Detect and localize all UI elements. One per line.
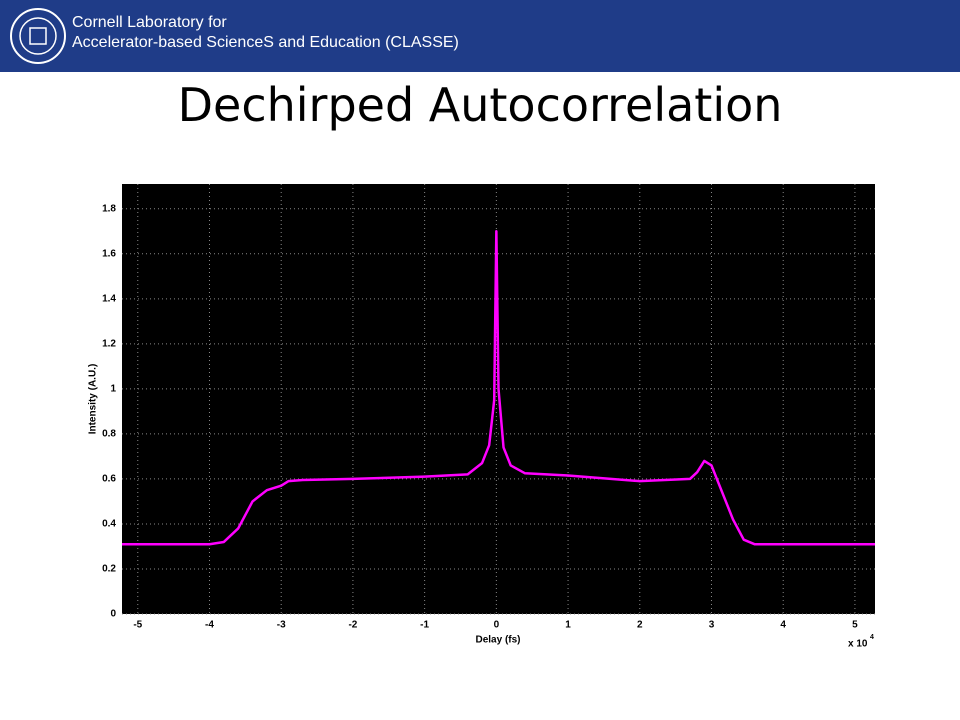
x-multiplier-exponent: 4	[870, 634, 874, 641]
x-tick-label: 4	[780, 620, 786, 631]
x-tick-label: 2	[637, 620, 643, 631]
x-tick-label: -5	[133, 620, 142, 631]
x-multiplier: x 10	[848, 639, 868, 650]
header-band: Cornell Laboratory for Accelerator-based…	[0, 0, 960, 72]
y-tick-label: 0.2	[102, 564, 116, 575]
y-tick-label: 1.6	[102, 248, 116, 259]
data-line	[122, 230, 875, 546]
y-tick-label: 1.8	[102, 203, 116, 214]
y-tick-label: 1	[110, 384, 116, 395]
x-axis-label: Delay (fs)	[475, 635, 520, 646]
y-tick-label: 0.8	[102, 429, 116, 440]
x-tick-label: -1	[420, 620, 429, 631]
org-line: Accelerator-based ScienceS and Education…	[72, 34, 459, 51]
y-tick-label: 1.2	[102, 338, 116, 349]
slide-title: Dechirped Autocorrelation	[177, 78, 783, 132]
y-axis-label: Intensity (A.U.)	[88, 364, 99, 435]
x-tick-label: -2	[348, 620, 357, 631]
x-tick-label: 5	[852, 620, 858, 631]
x-tick-label: -3	[277, 620, 286, 631]
y-tick-label: 0.6	[102, 474, 116, 485]
x-tick-label: -4	[205, 620, 214, 631]
y-tick-label: 0.4	[102, 519, 116, 530]
x-tick-label: 3	[709, 620, 715, 631]
y-tick-label: 1.4	[102, 293, 116, 304]
x-tick-label: 1	[565, 620, 571, 631]
logo	[10, 8, 66, 64]
y-tick-label: 0	[110, 609, 116, 620]
org-line: Cornell Laboratory for	[72, 14, 227, 31]
x-tick-label: 0	[494, 620, 500, 631]
